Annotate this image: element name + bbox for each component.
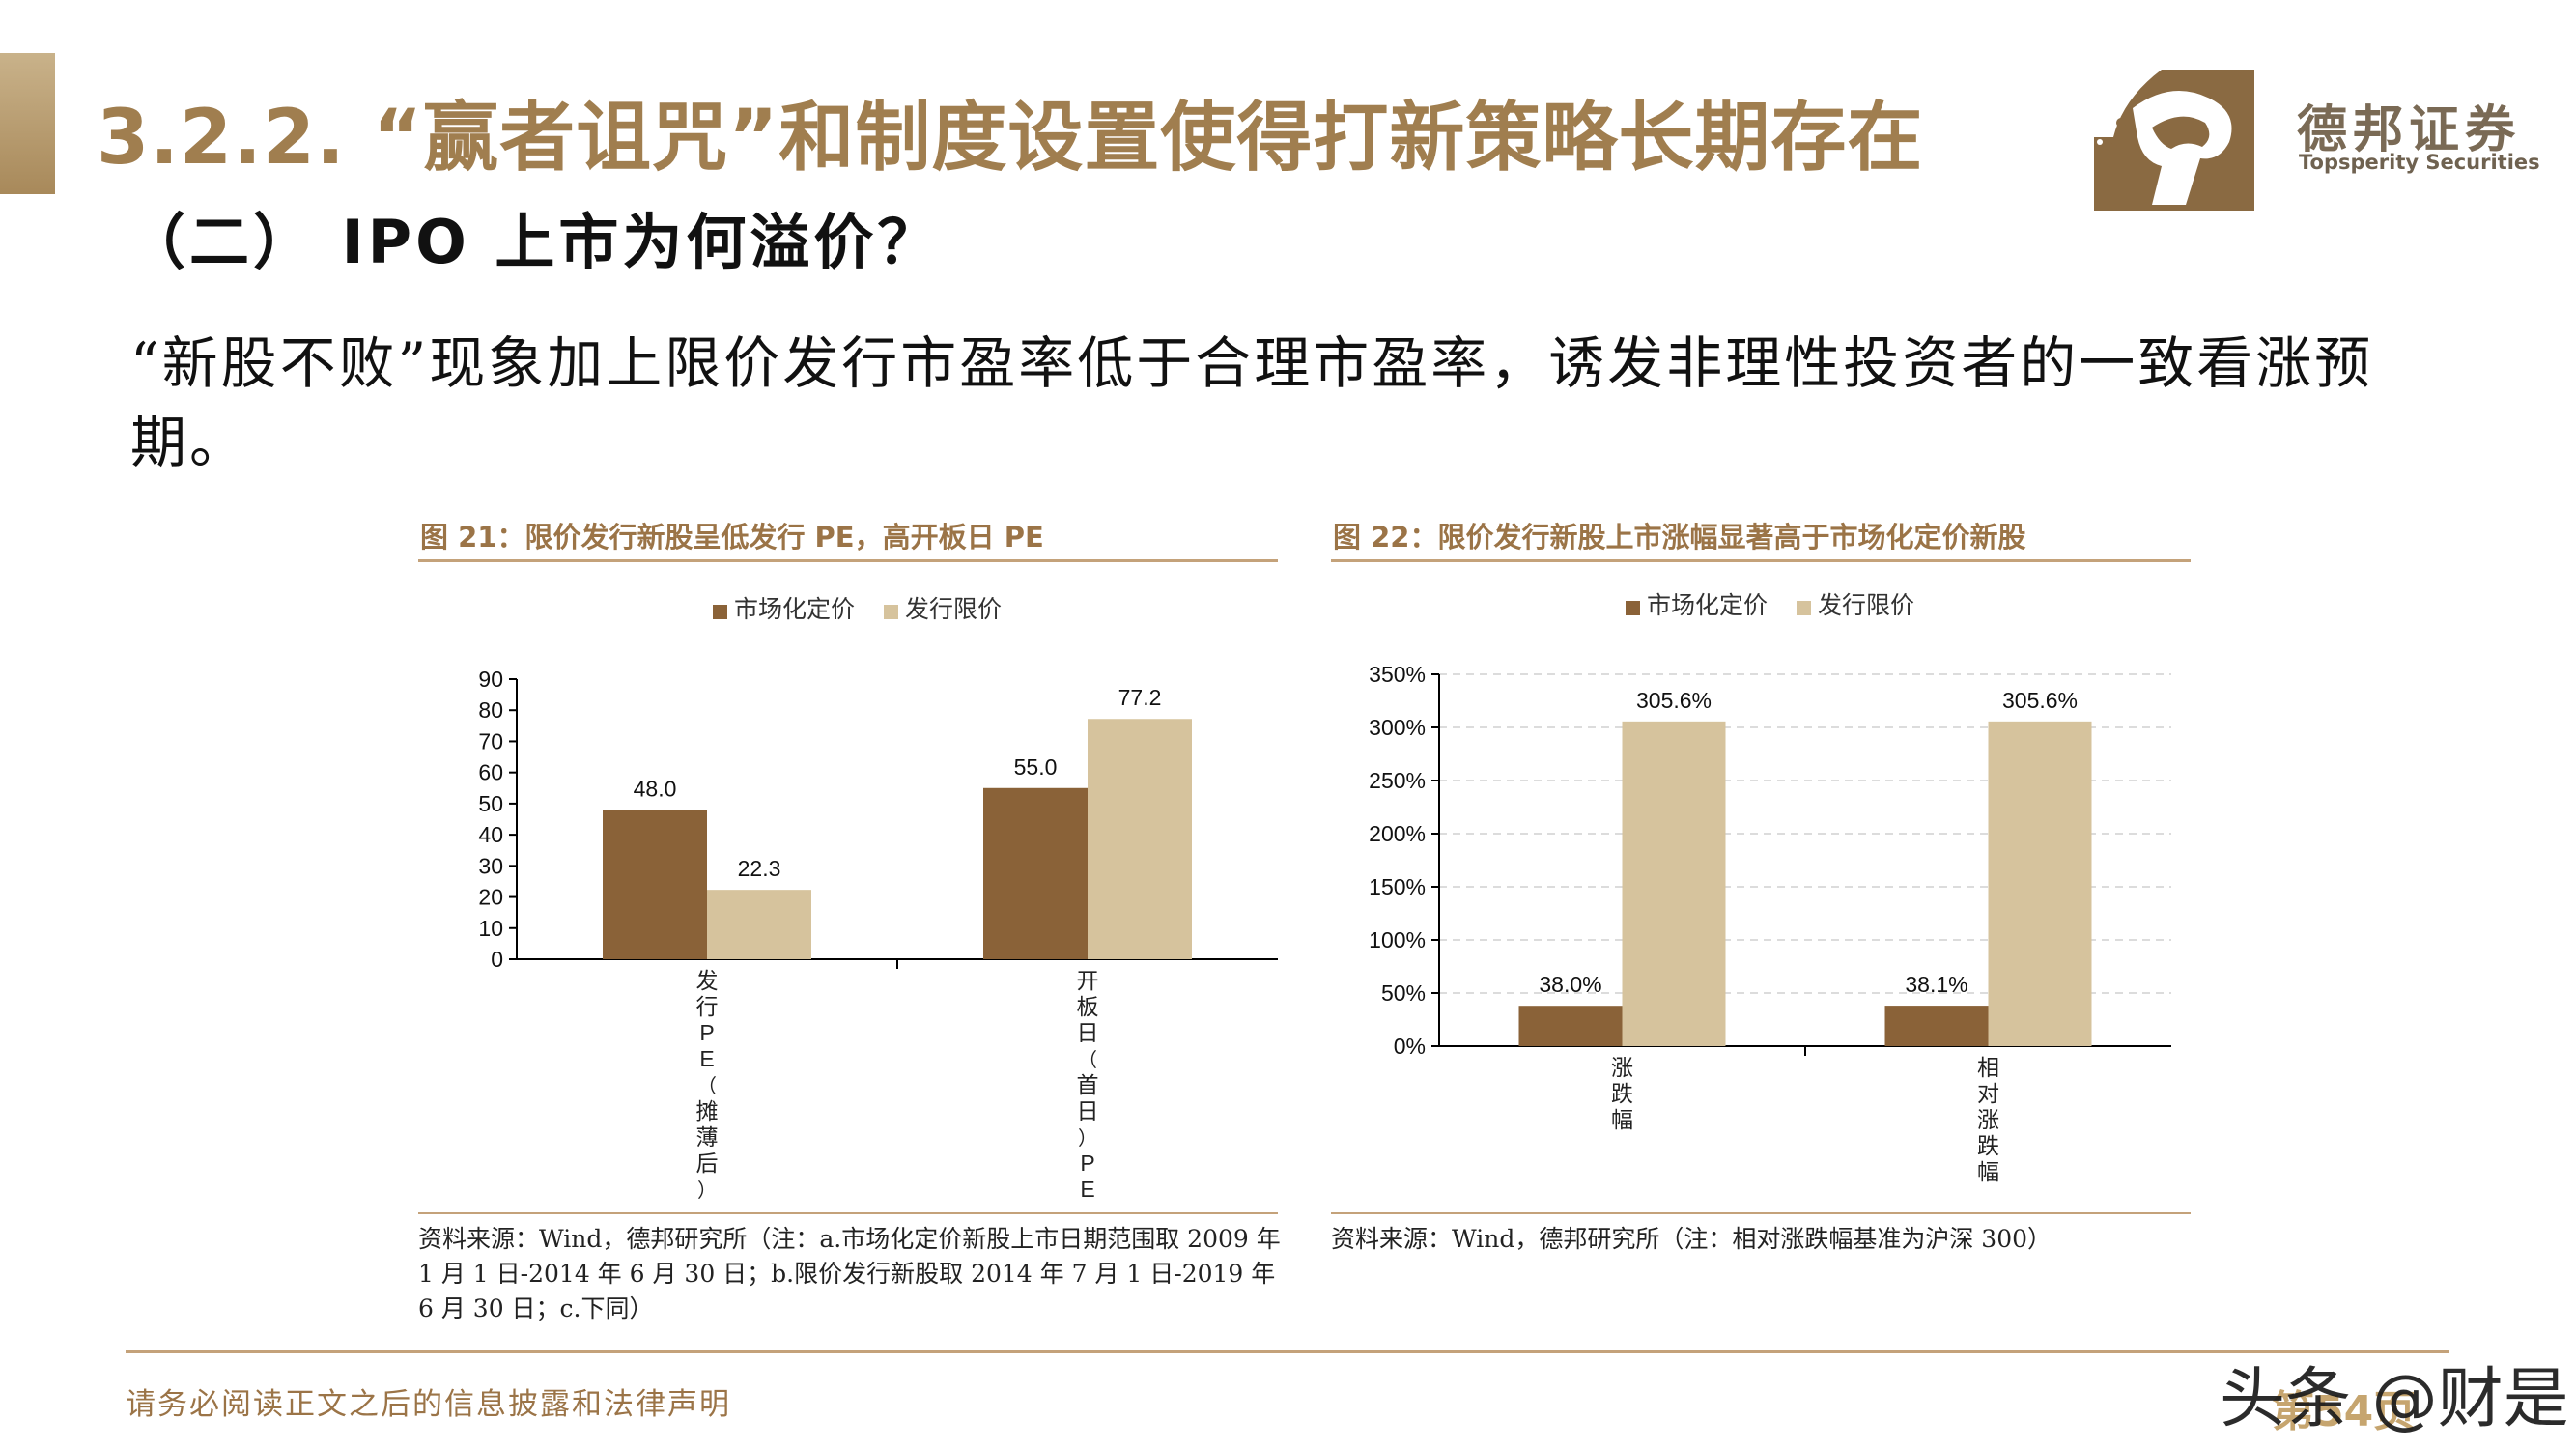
y-tick-label: 150%: [1369, 874, 1426, 899]
legend-label: 发行限价: [1818, 592, 1914, 619]
bar: [1988, 721, 2092, 1046]
legend-label: 市场化定价: [734, 596, 855, 623]
figure-21-bottom-rule: [418, 1212, 1278, 1214]
y-tick-label: 0%: [1394, 1034, 1426, 1059]
y-tick-label: 350%: [1369, 662, 1426, 687]
y-tick-label: 90: [478, 667, 503, 692]
x-category-label: 发行 P E （摊薄后）: [696, 968, 719, 1202]
y-tick-label: 250%: [1369, 768, 1426, 793]
x-category-label: 开板日（首日） P E: [1077, 968, 1099, 1202]
y-tick-label: 0: [491, 947, 503, 972]
figure-22-title: 图 22：限价发行新股上市涨幅显著高于市场化定价新股: [1333, 521, 2026, 554]
figure-22-chart: 市场化定价 发行限价 0% 50% 100% 150% 200% 250% 300% 350% 38…: [1369, 592, 2171, 1184]
legend-swatch: [713, 605, 727, 619]
figure-21-top-rule: [418, 559, 1278, 562]
page-number: 第54页: [2272, 1387, 2417, 1436]
y-tick-label: 60: [478, 760, 503, 785]
body-paragraph: “新股不败”现象加上限价发行市盈率低于合理市盈率，诱发非理性投资者的一致看涨预期…: [130, 330, 2374, 475]
figure-21-chart: 市场化定价 发行限价 0 10 20 30 40 50 60 70 80 90 48.0 22.3 发行 P E…: [478, 596, 1278, 1202]
logo-name-cn: 德邦证券: [2297, 101, 2522, 159]
x-category-label: 相对涨跌幅: [1977, 1055, 1999, 1184]
data-label: 22.3: [738, 856, 781, 881]
y-tick-label: 70: [478, 728, 503, 753]
data-label: 38.0%: [1539, 972, 1601, 997]
figure-22-bottom-rule: [1331, 1212, 2191, 1214]
data-label: 48.0: [634, 776, 677, 801]
toutiao-watermark: 头条 @财是: [2220, 1361, 2569, 1437]
bar: [1622, 721, 1726, 1046]
legend-label: 市场化定价: [1647, 592, 1768, 619]
bar: [707, 890, 811, 959]
y-tick-label: 50: [478, 791, 503, 816]
footer-disclaimer: 请务必阅读正文之后的信息披露和法律声明: [126, 1387, 731, 1422]
legend-swatch: [1797, 601, 1811, 615]
bar: [603, 810, 707, 959]
leopard-logo-icon: [2094, 70, 2254, 211]
legend-swatch: [884, 605, 898, 619]
y-tick-label: 300%: [1369, 715, 1426, 740]
x-category-label: 涨跌幅: [1611, 1055, 1633, 1132]
figure-21-title: 图 21：限价发行新股呈低发行 PE，高开板日 PE: [420, 521, 1044, 554]
data-label: 55.0: [1014, 754, 1058, 780]
data-label: 77.2: [1118, 685, 1162, 710]
bar: [1518, 1006, 1623, 1046]
bar: [1088, 719, 1192, 959]
slide-title: 3.2.2. “赢者诅咒”和制度设置使得打新策略长期存在: [97, 95, 1924, 182]
data-label: 305.6%: [1636, 688, 1712, 713]
y-tick-label: 20: [478, 885, 503, 910]
bar: [983, 787, 1088, 959]
data-label: 305.6%: [2002, 688, 2078, 713]
footer-rule: [126, 1350, 2449, 1353]
section-subtitle: （二） IPO 上市为何溢价？: [126, 207, 942, 277]
y-tick-label: 200%: [1369, 821, 1426, 846]
figure-22-top-rule: [1331, 559, 2191, 562]
figure-21-source: 资料来源：Wind，德邦研究所（注：a.市场化定价新股上市日期范围取 2009 …: [418, 1225, 1281, 1322]
logo-name-en: Topsperity Securities: [2299, 151, 2540, 174]
y-tick-label: 10: [478, 916, 503, 941]
y-tick-label: 40: [478, 822, 503, 847]
data-label: 38.1%: [1905, 972, 1967, 997]
y-tick-label: 80: [478, 697, 503, 723]
figure-22-source: 资料来源：Wind，德邦研究所（注：相对涨跌幅基准为沪深 300）: [1331, 1225, 2052, 1253]
legend-label: 发行限价: [905, 596, 1002, 623]
y-tick-label: 100%: [1369, 927, 1426, 952]
y-tick-label: 50%: [1381, 980, 1426, 1006]
bar: [1884, 1006, 1989, 1046]
y-tick-label: 30: [478, 853, 503, 878]
legend-swatch: [1626, 601, 1640, 615]
title-accent-bar: [0, 53, 55, 194]
